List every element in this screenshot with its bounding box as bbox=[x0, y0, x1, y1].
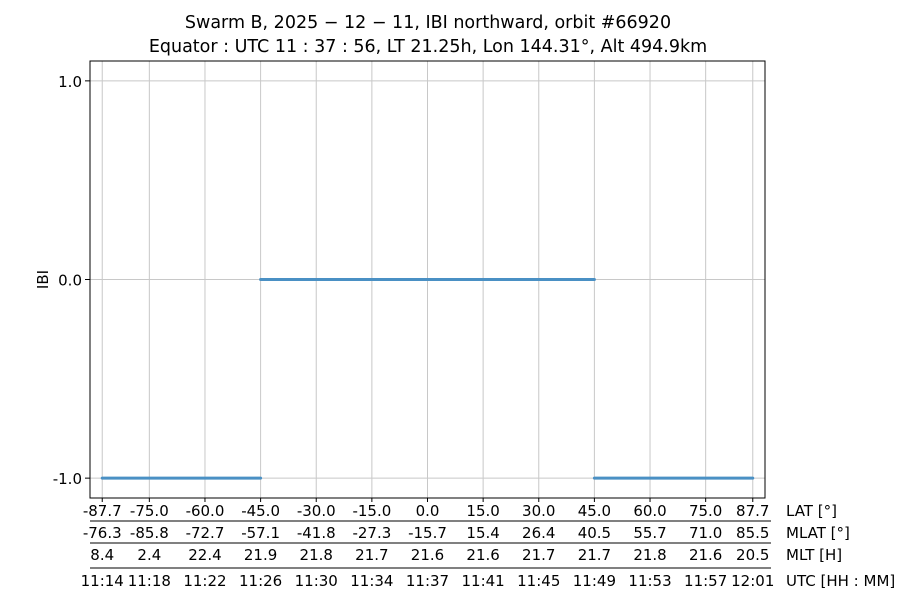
x-tick-label-row-3: 8.4 bbox=[90, 546, 114, 564]
x-tick-label-row-1: -87.7 bbox=[83, 502, 122, 520]
x-axis-label-row-3: MLT [H] bbox=[786, 546, 842, 564]
x-tick-label-row-2: 40.5 bbox=[578, 524, 611, 542]
x-tick-label-row-3: 21.6 bbox=[466, 546, 499, 564]
x-tick-label-row-3: 20.5 bbox=[736, 546, 769, 564]
x-axis-label-row-2: MLAT [°] bbox=[786, 524, 850, 542]
x-tick-label-row-2: -15.7 bbox=[408, 524, 447, 542]
x-axis-label-row-4: UTC [HH : MM] bbox=[786, 572, 895, 590]
x-tick-label-row-2: -57.1 bbox=[241, 524, 280, 542]
x-tick-label-row-2: -72.7 bbox=[186, 524, 225, 542]
x-tick-label-row-2: 55.7 bbox=[633, 524, 666, 542]
x-tick-label-row-3: 21.7 bbox=[355, 546, 388, 564]
x-tick-label-row-1: 15.0 bbox=[466, 502, 499, 520]
x-tick-label-row-1: -60.0 bbox=[186, 502, 225, 520]
chart-title-line-1: Swarm B, 2025 − 12 − 11, IBI northward, … bbox=[184, 13, 672, 33]
x-tick-label-row-3: 21.6 bbox=[411, 546, 444, 564]
x-tick-label-row-3: 21.7 bbox=[522, 546, 555, 564]
y-axis-label: IBI bbox=[34, 270, 52, 289]
x-tick-label-row-2: -85.8 bbox=[130, 524, 169, 542]
x-tick-label-row-2: 85.5 bbox=[736, 524, 769, 542]
x-tick-label-row-4: 11:37 bbox=[406, 572, 449, 590]
x-tick-label-row-4: 11:34 bbox=[350, 572, 393, 590]
x-tick-label-row-3: 22.4 bbox=[188, 546, 221, 564]
y-tick-label: 0.0 bbox=[58, 272, 82, 290]
x-tick-label-row-3: 21.6 bbox=[689, 546, 722, 564]
chart-title-line-2: Equator : UTC 11 : 37 : 56, LT 21.25h, L… bbox=[148, 37, 708, 57]
x-tick-label-row-2: -41.8 bbox=[297, 524, 336, 542]
x-tick-label-row-3: 21.7 bbox=[578, 546, 611, 564]
x-tick-label-row-4: 11:57 bbox=[684, 572, 727, 590]
x-tick-label-row-4: 11:22 bbox=[183, 572, 226, 590]
x-tick-label-row-4: 11:49 bbox=[573, 572, 616, 590]
x-tick-label-row-4: 11:26 bbox=[239, 572, 282, 590]
x-tick-label-row-2: -27.3 bbox=[352, 524, 391, 542]
x-tick-label-row-1: 45.0 bbox=[578, 502, 611, 520]
y-tick-label: 1.0 bbox=[58, 73, 82, 91]
x-tick-label-row-3: 21.8 bbox=[300, 546, 333, 564]
x-tick-label-row-4: 11:18 bbox=[128, 572, 171, 590]
x-tick-label-row-1: -15.0 bbox=[352, 502, 391, 520]
x-tick-label-row-1: 75.0 bbox=[689, 502, 722, 520]
x-tick-label-row-4: 11:14 bbox=[81, 572, 124, 590]
x-tick-label-row-4: 11:53 bbox=[628, 572, 671, 590]
x-tick-label-row-2: -76.3 bbox=[83, 524, 122, 542]
x-axis-label-row-1: LAT [°] bbox=[786, 502, 837, 520]
x-tick-label-row-1: -45.0 bbox=[241, 502, 280, 520]
y-tick-label: -1.0 bbox=[53, 470, 82, 488]
x-tick-label-row-1: -30.0 bbox=[297, 502, 336, 520]
x-tick-label-row-4: 11:41 bbox=[462, 572, 505, 590]
x-tick-label-row-4: 11:45 bbox=[517, 572, 560, 590]
x-tick-label-row-2: 15.4 bbox=[466, 524, 499, 542]
x-tick-label-row-2: 71.0 bbox=[689, 524, 722, 542]
x-tick-label-row-3: 2.4 bbox=[137, 546, 161, 564]
x-tick-label-row-1: 30.0 bbox=[522, 502, 555, 520]
x-tick-label-row-1: 0.0 bbox=[416, 502, 440, 520]
x-tick-label-row-1: 60.0 bbox=[633, 502, 666, 520]
x-tick-label-row-4: 11:30 bbox=[295, 572, 338, 590]
x-tick-label-row-3: 21.9 bbox=[244, 546, 277, 564]
x-tick-label-row-3: 21.8 bbox=[633, 546, 666, 564]
x-tick-label-row-1: 87.7 bbox=[736, 502, 769, 520]
x-tick-label-row-1: -75.0 bbox=[130, 502, 169, 520]
x-tick-label-row-2: 26.4 bbox=[522, 524, 555, 542]
x-tick-label-row-4: 12:01 bbox=[731, 572, 774, 590]
